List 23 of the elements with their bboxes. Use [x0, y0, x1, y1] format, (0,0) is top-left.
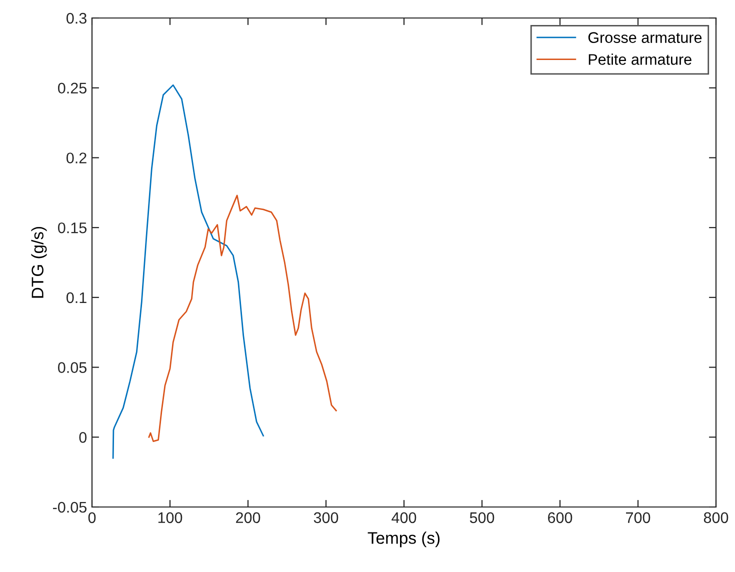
legend-label: Petite armature [588, 54, 692, 65]
line-series [148, 194, 337, 442]
x-tick-label: 400 [392, 512, 416, 524]
legend-label: Grosse armature [588, 32, 702, 43]
x-tick-label: 0 [88, 512, 96, 524]
x-tick-label: 800 [704, 512, 728, 524]
y-tick-label: 0.15 [58, 222, 86, 234]
y-tick-label: 0.05 [58, 362, 86, 373]
x-tick-label: 700 [626, 512, 650, 524]
x-tick-label: 100 [158, 512, 182, 524]
y-tick-label: -0.05 [53, 502, 86, 513]
x-tick-label: 500 [470, 512, 494, 524]
x-tick-label: 600 [548, 512, 572, 524]
y-axis-title: DTG (g/s) [31, 226, 47, 298]
y-tick-label: 0.25 [58, 82, 86, 94]
y-tick-label: 0 [79, 432, 87, 443]
x-tick-label: 200 [236, 512, 260, 524]
y-tick-label: 0.1 [66, 292, 86, 304]
x-axis-title: Temps (s) [368, 532, 440, 548]
y-tick-label: 0.3 [66, 12, 86, 24]
x-tick-label: 300 [314, 512, 338, 524]
y-tick-label: 0.2 [66, 152, 86, 164]
line-series [112, 84, 264, 459]
